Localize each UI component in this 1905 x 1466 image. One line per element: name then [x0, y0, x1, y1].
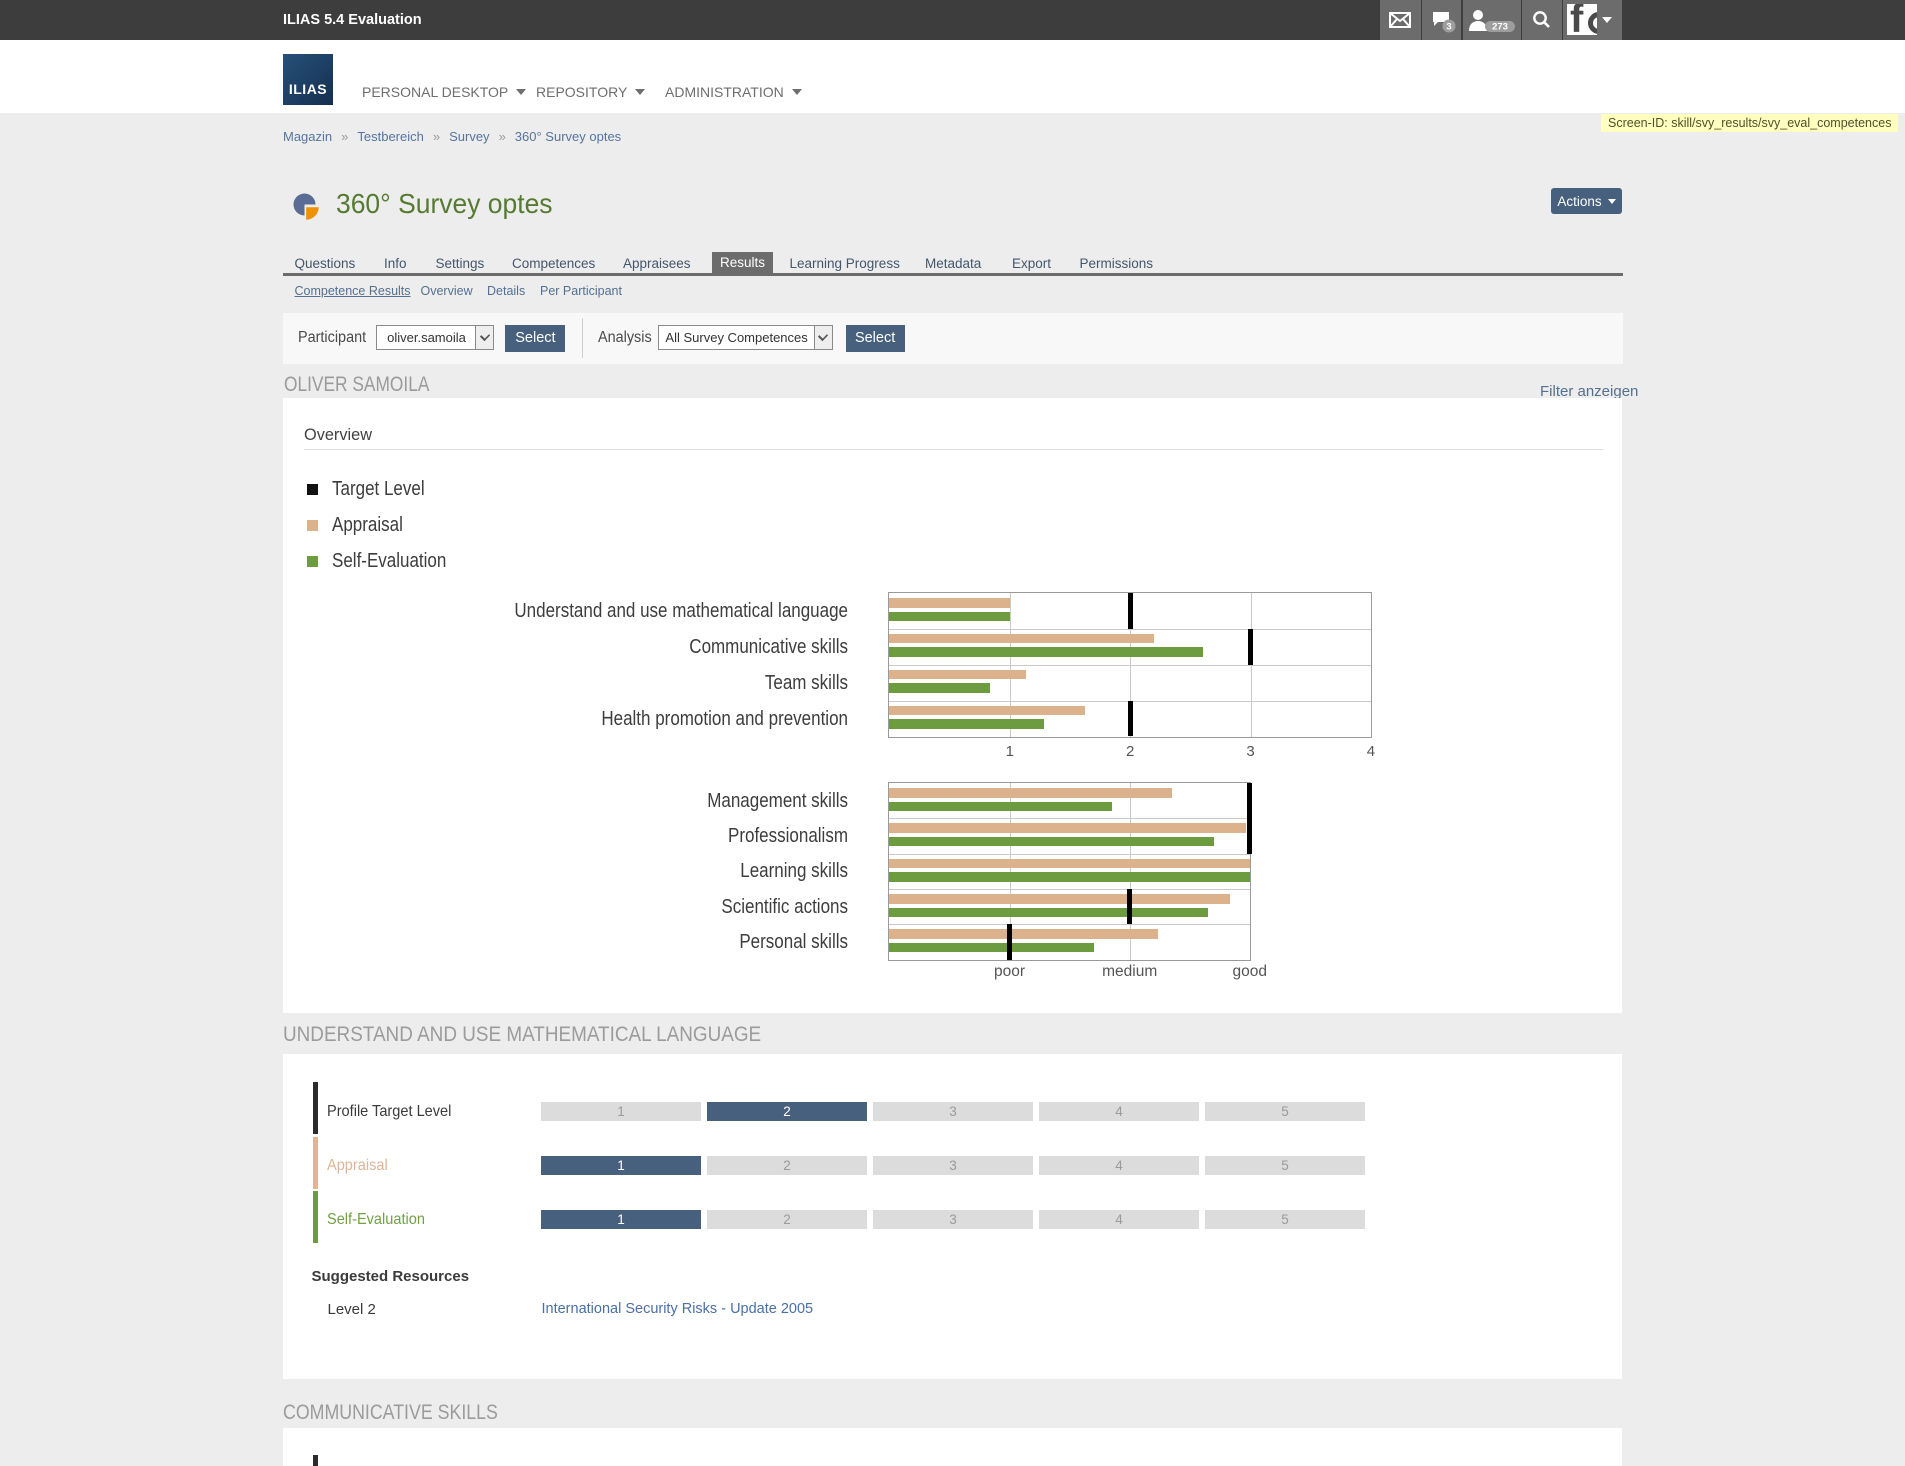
svg-text:3: 3 — [1446, 22, 1451, 33]
svg-text:273: 273 — [1492, 22, 1508, 33]
